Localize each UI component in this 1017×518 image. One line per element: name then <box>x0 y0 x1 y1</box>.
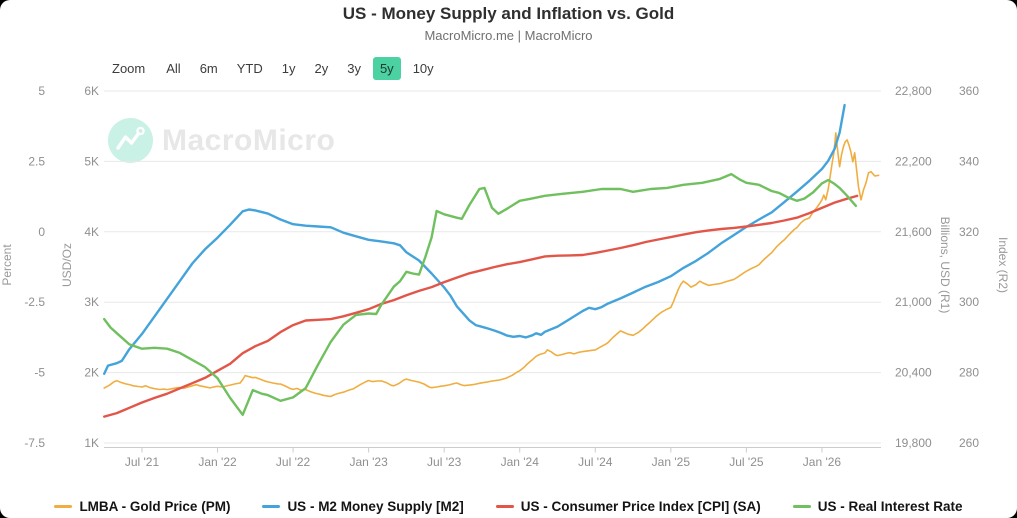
range-button-2y[interactable]: 2y <box>314 61 329 76</box>
axis-title-billions: Billions, USD (R1) <box>938 217 952 314</box>
legend-item-gold[interactable]: LMBA - Gold Price (PM) <box>54 499 230 514</box>
y-axis-tick-label-billions: 20,400 <box>895 366 932 380</box>
range-button-6m[interactable]: 6m <box>199 61 218 76</box>
x-axis-tick-label: Jul '25 <box>729 455 764 469</box>
legend-dash-icon <box>495 505 514 508</box>
y-axis-tick-label-usd_oz: 6K <box>84 84 99 98</box>
y-axis-tick-label-index: 340 <box>959 154 979 168</box>
x-axis-tick-label: Jul '21 <box>125 455 160 469</box>
y-axis-tick-label-billions: 21,600 <box>895 225 932 239</box>
axis-title-index: Index (R2) <box>996 237 1010 293</box>
x-axis-tick-label: Jan '25 <box>652 455 691 469</box>
y-axis-tick-label-billions: 22,200 <box>895 154 932 168</box>
x-axis-tick-label: Jul '23 <box>427 455 462 469</box>
y-axis-tick-label-percent: -5 <box>34 366 45 380</box>
y-axis-tick-label-index: 280 <box>959 366 979 380</box>
series-line-cpi <box>102 194 859 418</box>
legend-label: LMBA - Gold Price (PM) <box>79 499 231 514</box>
range-button-1y[interactable]: 1y <box>281 61 296 76</box>
y-axis-tick-label-billions: 19,800 <box>895 436 932 450</box>
axis-title-usd_oz: USD/Oz <box>60 243 74 287</box>
y-axis-tick-label-percent: 5 <box>38 84 45 98</box>
watermark: MacroMicro <box>108 118 335 163</box>
y-axis-tick-label-usd_oz: 3K <box>84 295 99 309</box>
x-axis-tick-label: Jan '22 <box>198 455 237 469</box>
y-axis-tick-label-index: 300 <box>959 295 979 309</box>
macromicro-logo-icon <box>108 118 153 163</box>
range-button-5y[interactable]: 5y <box>372 57 401 80</box>
watermark-text: MacroMicro <box>162 123 336 157</box>
range-button-10y[interactable]: 10y <box>412 61 434 76</box>
legend-item-cpi[interactable]: US - Consumer Price Index [CPI] (SA) <box>495 499 761 514</box>
y-axis-tick-label-billions: 22,800 <box>895 84 932 98</box>
range-selector: Zoom All 6m YTD 1y 2y 3y 5y 10y <box>112 57 446 80</box>
legend-item-real-rate[interactable]: US - Real Interest Rate <box>792 499 963 514</box>
y-axis-tick-label-percent: 0 <box>38 225 45 239</box>
x-axis-tick-label: Jul '24 <box>578 455 613 469</box>
series-line-gold <box>103 132 880 398</box>
y-axis-tick-label-usd_oz: 2K <box>84 366 99 380</box>
x-axis-tick-label: Jan '23 <box>349 455 388 469</box>
y-axis-tick-label-percent: 2.5 <box>28 154 45 168</box>
range-button-All[interactable]: All <box>166 61 181 76</box>
legend-label: US - M2 Money Supply [M2] <box>287 499 464 514</box>
x-axis-tick-label: Jul '22 <box>276 455 311 469</box>
legend-dash-icon <box>792 505 811 508</box>
legend-item-m2[interactable]: US - M2 Money Supply [M2] <box>262 499 464 514</box>
range-button-3y[interactable]: 3y <box>347 61 361 76</box>
y-axis-tick-label-usd_oz: 5K <box>84 154 99 168</box>
y-axis-tick-label-index: 360 <box>959 84 979 98</box>
y-axis-tick-label-percent: -2.5 <box>24 295 45 309</box>
x-axis-tick-label: Jan '24 <box>501 455 540 469</box>
legend-label: US - Real Interest Rate <box>817 499 963 514</box>
y-axis-tick-label-index: 260 <box>959 436 979 450</box>
zoom-label: Zoom <box>112 61 146 76</box>
y-axis-tick-label-usd_oz: 1K <box>84 436 99 450</box>
y-axis-tick-label-percent: -7.5 <box>24 436 45 450</box>
y-axis-tick-label-usd_oz: 4K <box>84 225 99 239</box>
legend: LMBA - Gold Price (PM) US - M2 Money Supp… <box>0 499 1017 514</box>
axis-title-percent: Percent <box>0 244 14 286</box>
legend-label: US - Consumer Price Index [CPI] (SA) <box>520 499 761 514</box>
chart-title: US - Money Supply and Inflation vs. Gold <box>342 4 675 23</box>
x-axis-tick-label: Jan '26 <box>803 455 842 469</box>
series-line-real-rate <box>102 172 858 416</box>
series-line-m2 <box>102 103 846 375</box>
y-axis-tick-label-billions: 21,000 <box>895 295 932 309</box>
y-axis-tick-label-index: 320 <box>959 225 979 239</box>
legend-dash-icon <box>262 505 281 508</box>
chart-subtitle: MacroMicro.me | MacroMicro <box>424 28 593 43</box>
range-button-YTD[interactable]: YTD <box>236 61 263 76</box>
legend-dash-icon <box>54 505 73 508</box>
